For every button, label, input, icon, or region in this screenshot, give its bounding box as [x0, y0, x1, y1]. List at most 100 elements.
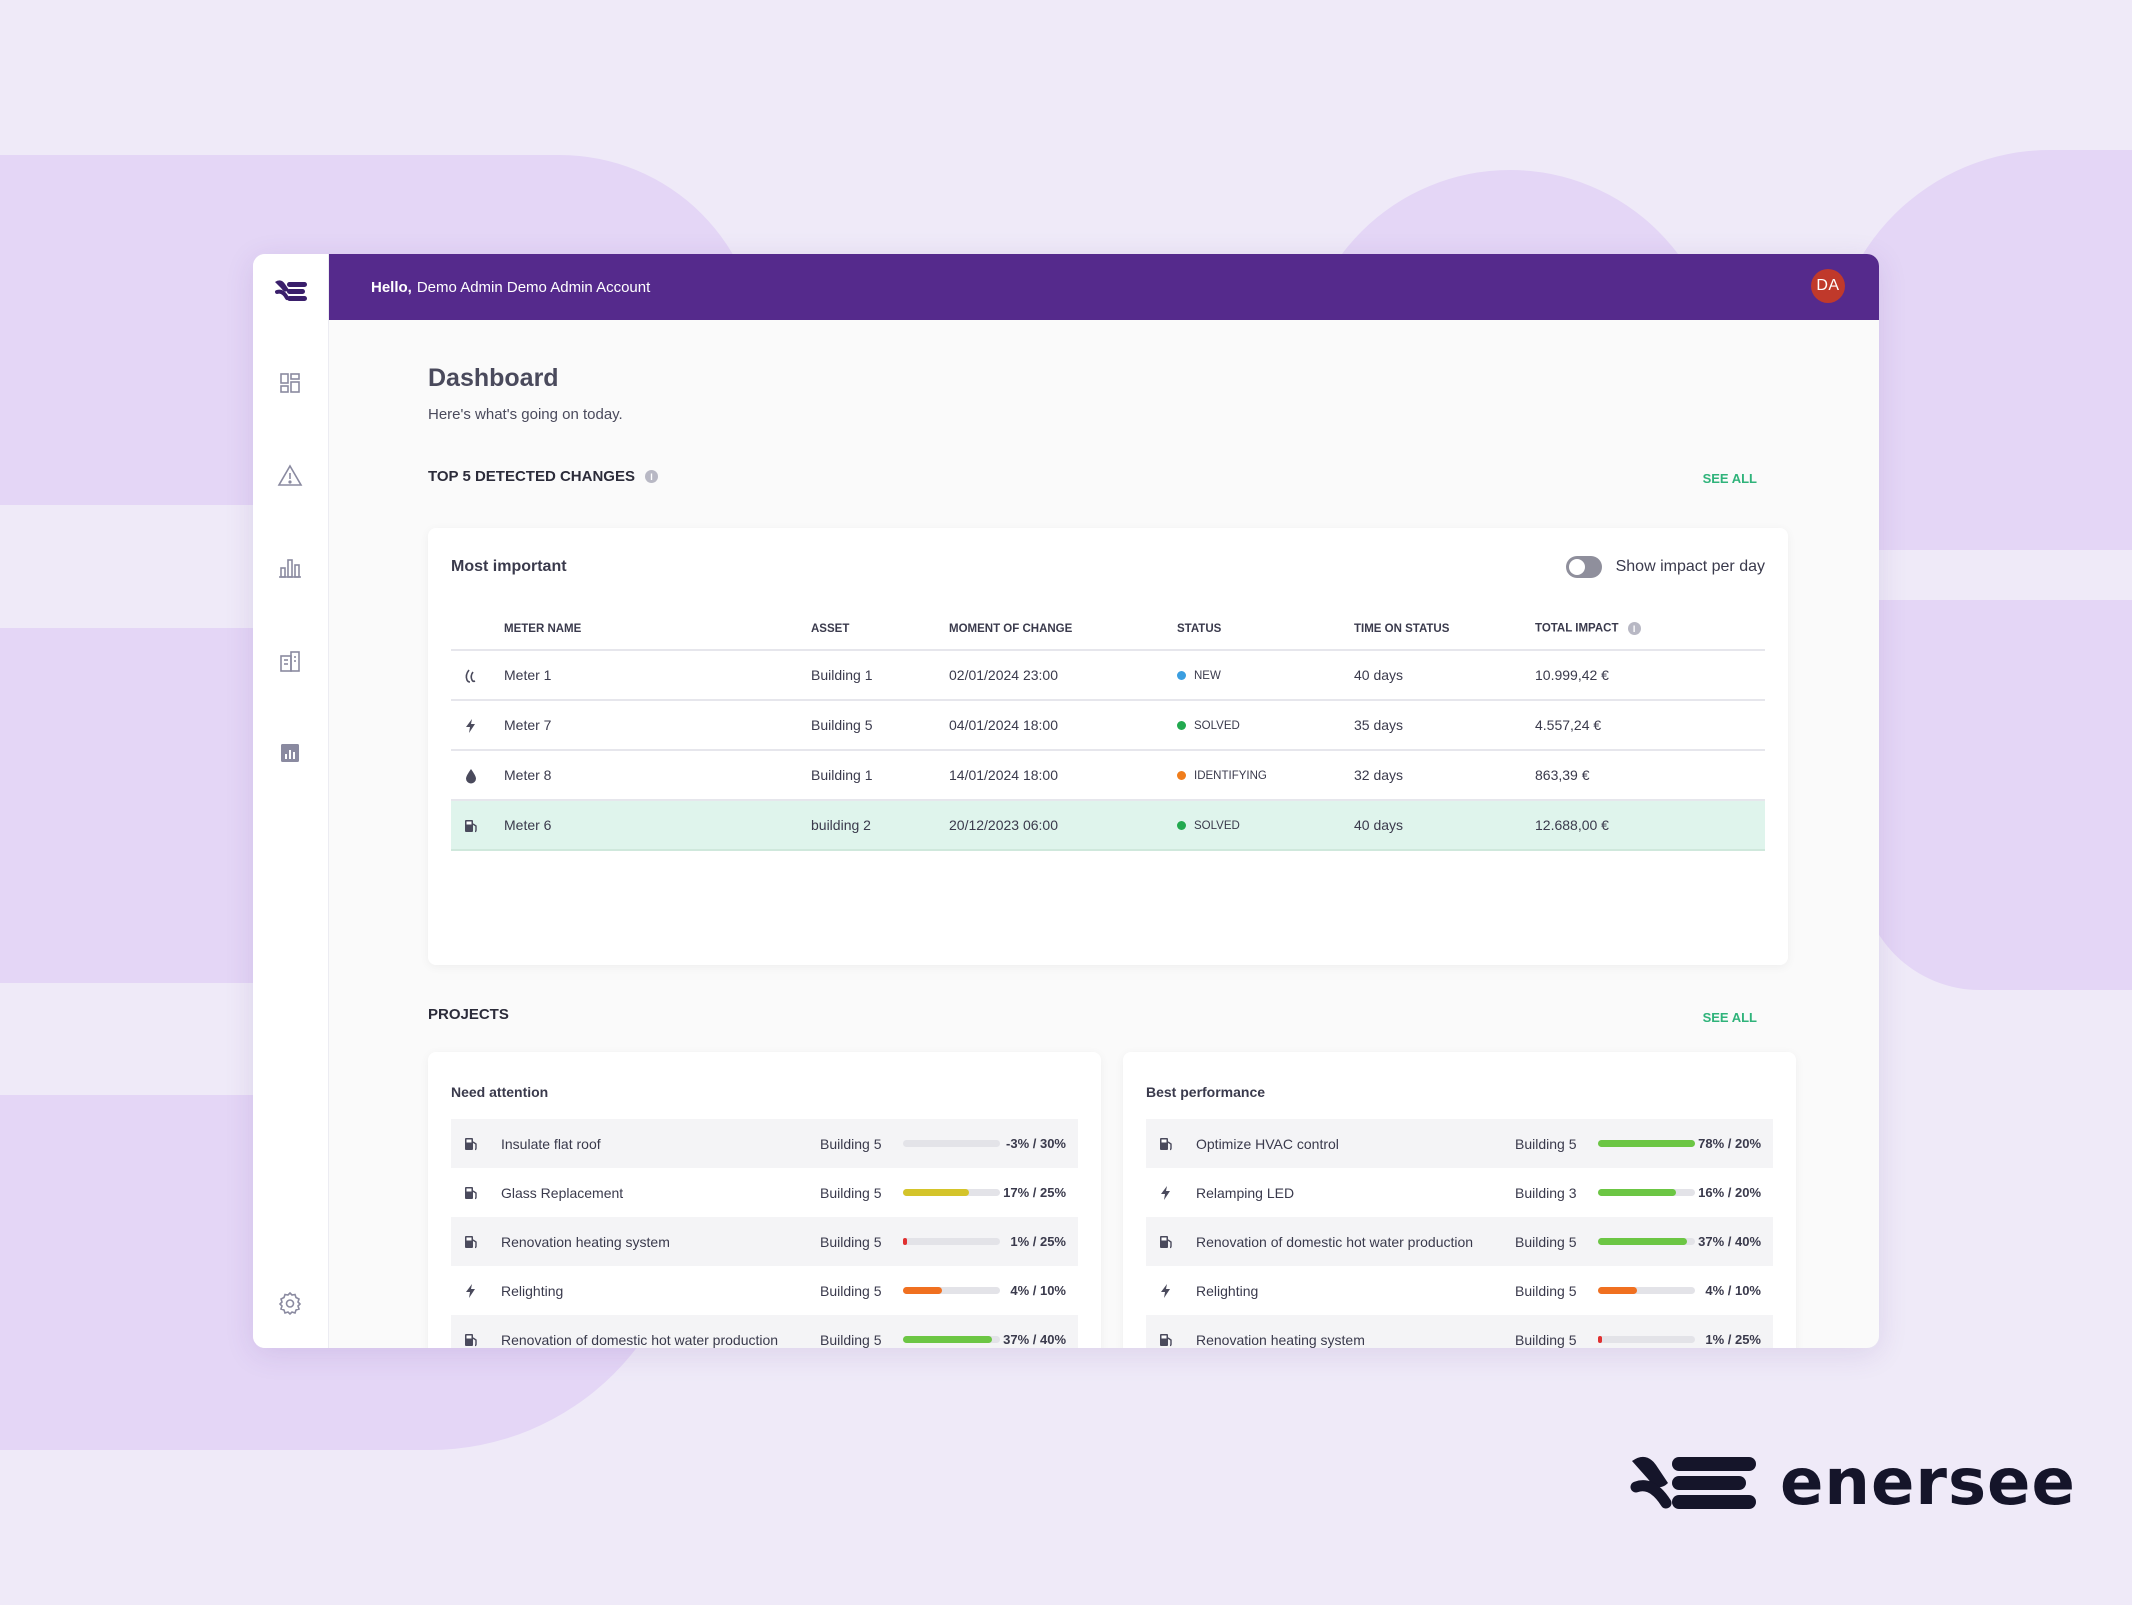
project-row[interactable]: Relighting Building 5 4% / 10%	[1146, 1266, 1773, 1315]
progress-bar	[1598, 1238, 1695, 1245]
project-asset: Building 5	[1515, 1233, 1577, 1250]
moment-of-change: 20/12/2023 06:00	[949, 799, 1177, 851]
fuel-pump-icon	[1158, 1234, 1174, 1250]
project-name: Relamping LED	[1196, 1184, 1295, 1201]
status-dot	[1177, 771, 1186, 780]
report-icon[interactable]	[277, 740, 303, 766]
column-header-total-impact[interactable]: TOTAL IMPACT i	[1535, 608, 1765, 650]
progress-fill	[903, 1189, 969, 1196]
avatar-initials: DA	[1816, 277, 1840, 294]
project-asset: Building 5	[1515, 1135, 1577, 1152]
project-progress-value: 4% / 10%	[1705, 1283, 1761, 1298]
progress-bar	[903, 1189, 1000, 1196]
asset: building 2	[811, 799, 949, 851]
toggle-label: Show impact per day	[1615, 558, 1765, 575]
page-subtitle: Here's what's going on today.	[428, 406, 623, 423]
fuel-pump-icon	[463, 1332, 479, 1348]
top-bar: Hello, Demo Admin Demo Admin Account DA	[329, 254, 1879, 320]
total-impact: 10.999,42 €	[1535, 649, 1765, 700]
projects-section-title: PROJECTS	[428, 1006, 509, 1023]
avatar[interactable]: DA	[1811, 269, 1845, 303]
gas-flame-icon	[465, 669, 476, 683]
column-header[interactable]: STATUS	[1177, 622, 1222, 635]
status-label: IDENTIFYING	[1194, 769, 1267, 782]
status-dot	[1177, 821, 1186, 830]
card-title: Best performance	[1146, 1084, 1266, 1100]
column-header[interactable]: TIME ON STATUS	[1354, 622, 1450, 635]
progress-bar	[1598, 1336, 1695, 1343]
building-icon[interactable]	[277, 648, 303, 674]
brand-name: enersee	[1780, 1446, 2076, 1520]
settings-icon[interactable]	[277, 1290, 303, 1316]
project-asset: Building 5	[820, 1135, 882, 1152]
time-on-status: 40 days	[1354, 799, 1535, 851]
fuel-pump-icon	[463, 1136, 479, 1152]
project-row[interactable]: Renovation heating system Building 5 1% / …	[1146, 1315, 1773, 1348]
total-impact: 4.557,24 €	[1535, 699, 1765, 750]
electricity-bolt-icon	[1158, 1283, 1174, 1299]
project-progress-value: 37% / 40%	[1698, 1234, 1761, 1249]
project-asset: Building 3	[1515, 1184, 1577, 1201]
table-row[interactable]: Meter 6 building 2 20/12/2023 06:00 SOLV…	[451, 799, 1765, 851]
project-row[interactable]: Glass Replacement Building 5 17% / 25%	[451, 1168, 1078, 1217]
card-title: Need attention	[451, 1084, 549, 1100]
time-on-status: 32 days	[1354, 749, 1535, 800]
electricity-bolt-icon	[466, 718, 475, 733]
user-name: Demo Admin Demo Admin Account	[416, 278, 651, 296]
warning-icon[interactable]	[277, 463, 303, 489]
progress-fill	[903, 1336, 993, 1343]
status-badge: IDENTIFYING	[1177, 770, 1267, 782]
project-row[interactable]: Relamping LED Building 3 16% / 20%	[1146, 1168, 1773, 1217]
changes-section-label: TOP 5 DETECTED CHANGES	[428, 468, 635, 485]
moment-of-change: 02/01/2024 23:00	[949, 649, 1177, 700]
changes-see-all-link[interactable]: SEE ALL	[1702, 471, 1757, 486]
table-row[interactable]: Meter 7 Building 5 04/01/2024 18:00 SOLV…	[451, 699, 1765, 750]
greeting-label: Hello,	[371, 278, 412, 296]
table-row[interactable]: Meter 8 Building 1 14/01/2024 18:00 IDEN…	[451, 749, 1765, 800]
project-asset: Building 5	[820, 1184, 882, 1201]
progress-bar	[1598, 1140, 1695, 1147]
projects-see-all-link[interactable]: SEE ALL	[1702, 1010, 1757, 1025]
info-icon[interactable]: i	[1627, 622, 1641, 635]
column-header[interactable]: METER NAME	[504, 622, 582, 635]
project-name: Renovation of domestic hot water product…	[501, 1331, 779, 1348]
project-row[interactable]: Renovation of domestic hot water product…	[451, 1315, 1078, 1348]
electricity-bolt-icon	[463, 1283, 479, 1299]
impact-per-day-toggle[interactable]	[1565, 556, 1602, 578]
project-progress-value: 1% / 25%	[1010, 1234, 1066, 1249]
asset: Building 1	[811, 649, 949, 700]
status-dot	[1177, 721, 1186, 730]
progress-bar	[1598, 1287, 1695, 1294]
need-attention-card: Need attention Insulate flat roof Buildin…	[428, 1052, 1101, 1348]
status-dot	[1177, 671, 1186, 680]
progress-fill	[1598, 1238, 1688, 1245]
project-row[interactable]: Renovation heating system Building 5 1% / …	[451, 1217, 1078, 1266]
moment-of-change: 14/01/2024 18:00	[949, 749, 1177, 800]
status-label: SOLVED	[1194, 819, 1240, 832]
project-row[interactable]: Insulate flat roof Building 5 -3% / 30%	[451, 1119, 1078, 1168]
project-row[interactable]: Optimize HVAC control Building 5 78% / 20%	[1146, 1119, 1773, 1168]
table-row[interactable]: Meter 1 Building 1 02/01/2024 23:00 NEW …	[451, 649, 1765, 700]
fuel-pump-icon	[1158, 1332, 1174, 1348]
fuel-pump-icon	[1158, 1136, 1174, 1152]
total-impact: 863,39 €	[1535, 749, 1765, 800]
project-list: Optimize HVAC control Building 5 78% / 20%…	[1146, 1119, 1773, 1348]
project-progress-value: 17% / 25%	[1003, 1185, 1066, 1200]
column-header[interactable]: ASSET	[811, 622, 850, 635]
dashboard-icon[interactable]	[277, 370, 303, 396]
brand-logo: enersee	[1628, 1446, 2076, 1520]
fuel-pump-icon	[465, 819, 477, 832]
column-header[interactable]: MOMENT OF CHANGE	[949, 622, 1073, 635]
time-on-status: 40 days	[1354, 649, 1535, 700]
project-progress-value: 37% / 40%	[1003, 1332, 1066, 1347]
project-row[interactable]: Relighting Building 5 4% / 10%	[451, 1266, 1078, 1315]
enersee-logo-icon[interactable]	[273, 276, 309, 306]
time-on-status: 35 days	[1354, 699, 1535, 750]
status-label: NEW	[1194, 669, 1221, 682]
project-row[interactable]: Renovation of domestic hot water product…	[1146, 1217, 1773, 1266]
best-performance-card: Best performance Optimize HVAC control Bu…	[1123, 1052, 1796, 1348]
info-icon[interactable]: i	[644, 470, 658, 483]
progress-fill	[903, 1238, 907, 1245]
bar-chart-icon[interactable]	[277, 555, 303, 581]
enersee-logo-icon	[1630, 1456, 1756, 1509]
